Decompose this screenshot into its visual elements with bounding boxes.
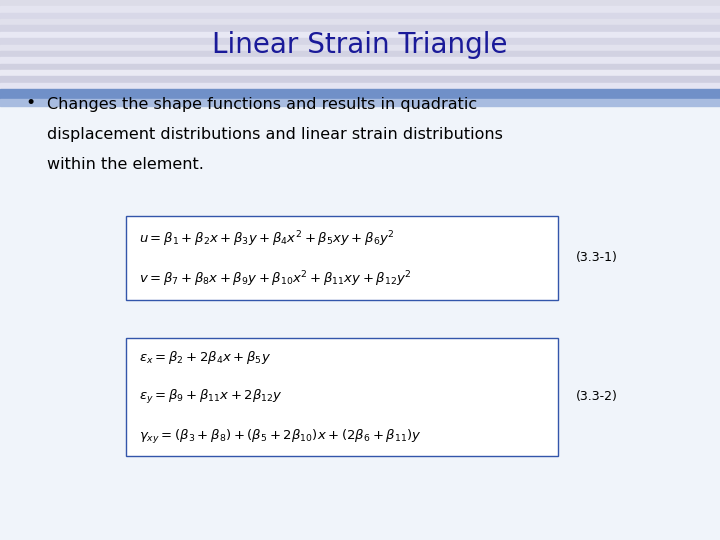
- Bar: [0, 13, 720, 19]
- Bar: [0, 70, 720, 76]
- Text: •: •: [25, 94, 35, 112]
- Text: Changes the shape functions and results in quadratic: Changes the shape functions and results …: [47, 97, 477, 112]
- Bar: [0, 0, 720, 6]
- Text: displacement distributions and linear strain distributions: displacement distributions and linear st…: [47, 127, 503, 142]
- Bar: [0, 99, 720, 106]
- Bar: [0, 76, 720, 83]
- FancyBboxPatch shape: [126, 216, 558, 300]
- Bar: [0, 6, 720, 13]
- FancyBboxPatch shape: [126, 338, 558, 456]
- Bar: [0, 25, 720, 32]
- Text: $\gamma_{xy} = (\beta_3 + \beta_8) + (\beta_5 + 2\beta_{10})x + (2\beta_6 + \bet: $\gamma_{xy} = (\beta_3 + \beta_8) + (\b…: [139, 428, 421, 445]
- Text: $\varepsilon_y = \beta_9 + \beta_{11} x + 2\beta_{12} y$: $\varepsilon_y = \beta_9 + \beta_{11} x …: [139, 388, 283, 406]
- Bar: [0, 51, 720, 57]
- Text: (3.3-1): (3.3-1): [576, 251, 618, 265]
- Bar: [0, 38, 720, 45]
- Text: $\varepsilon_x = \beta_2 + 2\beta_4 x + \beta_5 y$: $\varepsilon_x = \beta_2 + 2\beta_4 x + …: [139, 349, 271, 366]
- Bar: [0, 45, 720, 51]
- Bar: [0, 32, 720, 38]
- Text: within the element.: within the element.: [47, 157, 204, 172]
- Text: (3.3-2): (3.3-2): [576, 390, 618, 403]
- Text: Linear Strain Triangle: Linear Strain Triangle: [212, 31, 508, 58]
- Bar: [0, 57, 720, 64]
- Bar: [0, 19, 720, 25]
- Text: $u = \beta_1 + \beta_2 x + \beta_3 y + \beta_4 x^2 + \beta_5 xy + \beta_6 y^2$: $u = \beta_1 + \beta_2 x + \beta_3 y + \…: [139, 230, 395, 249]
- Bar: [0, 83, 720, 89]
- Text: $v = \beta_7 + \beta_8 x + \beta_9 y + \beta_{10} x^2 + \beta_{11} xy + \beta_{1: $v = \beta_7 + \beta_8 x + \beta_9 y + \…: [139, 269, 412, 288]
- Bar: [0, 89, 720, 99]
- Bar: [0, 64, 720, 70]
